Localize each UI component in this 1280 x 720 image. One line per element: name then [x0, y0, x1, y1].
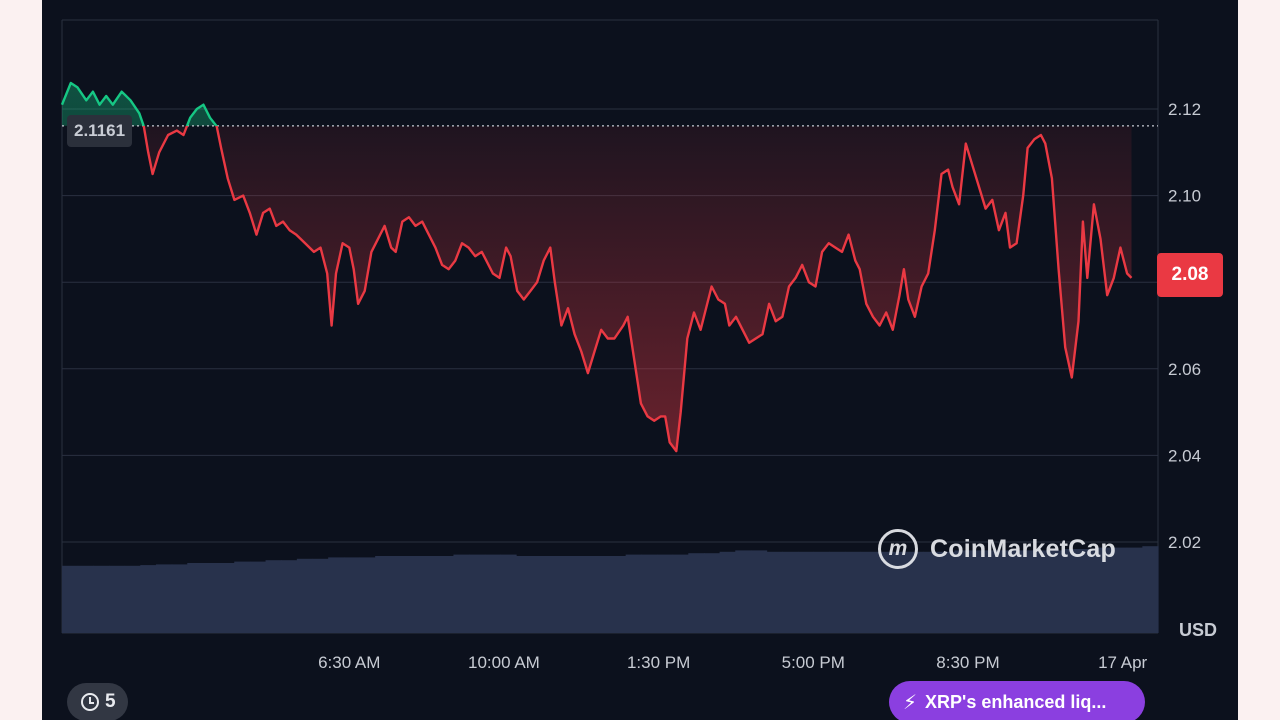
x-tick-label: 17 Apr	[1098, 653, 1147, 672]
news-pill-button[interactable]: ⚡ XRP's enhanced liq...	[889, 681, 1145, 720]
volume-bar	[406, 556, 423, 633]
news-pill-text: XRP's enhanced liq...	[925, 691, 1107, 712]
volume-bar	[703, 553, 721, 633]
volume-bar	[766, 551, 783, 633]
volume-bar	[970, 550, 987, 633]
lightning-bolt-icon: ⚡	[903, 691, 918, 714]
x-tick-label: 10:00 AM	[468, 653, 540, 672]
history-count: 5	[105, 691, 116, 712]
price-area-below	[143, 125, 1132, 452]
volume-bar	[108, 565, 126, 633]
volume-bar	[985, 550, 1003, 633]
coinmarketcap-logo-icon: m	[878, 529, 918, 569]
volume-bar	[93, 565, 110, 633]
volume-bar	[672, 554, 689, 633]
volume-bar	[813, 551, 830, 633]
y-tick-label: 2.12	[1168, 100, 1201, 119]
volume-bar	[1095, 547, 1112, 633]
volume-bar	[1064, 549, 1081, 633]
volume-bar	[249, 561, 267, 633]
price-chart[interactable]: 2.12 2.10 2.08 2.06 2.04 2.02 6:30 AM 10:00 AM 1…	[42, 0, 1238, 720]
volume-bar	[171, 564, 188, 633]
volume-bar	[62, 565, 79, 633]
volume-bar	[907, 551, 924, 633]
volume-bar	[594, 556, 611, 633]
volume-bar	[844, 551, 862, 633]
y-tick-label: 2.10	[1168, 187, 1201, 206]
volume-bar	[954, 550, 971, 633]
volume-bar	[610, 556, 627, 633]
volume-bar	[296, 558, 314, 633]
volume-bar	[359, 557, 376, 633]
history-button[interactable]: 5	[67, 683, 128, 720]
volume-bar	[750, 550, 768, 633]
volume-bar	[422, 556, 439, 633]
volume-bar	[641, 554, 658, 633]
volume-bar	[187, 563, 204, 633]
volume-bar	[656, 554, 674, 633]
volume-bar	[1048, 550, 1065, 633]
volume-bar	[1079, 549, 1096, 633]
volume-bar	[876, 551, 893, 633]
volume-bar	[469, 554, 486, 633]
volume-bar	[719, 551, 736, 633]
x-tick-label: 5:00 PM	[782, 653, 845, 672]
volume-bar	[797, 551, 815, 633]
volume-bar	[140, 565, 157, 633]
volume-bar	[782, 551, 799, 633]
x-tick-label: 6:30 AM	[318, 653, 380, 672]
volume-bar	[516, 556, 533, 633]
price-line-down	[142, 125, 1133, 453]
x-tick-label: 8:30 PM	[936, 653, 999, 672]
volume-bar	[531, 556, 548, 633]
volume-bar	[1032, 550, 1049, 633]
volume-bar	[124, 565, 141, 633]
x-tick-label: 1:30 PM	[627, 653, 690, 672]
volume-bar	[500, 554, 517, 633]
volume-bar	[829, 551, 846, 633]
volume-bar	[484, 554, 501, 633]
volume-bar	[343, 557, 361, 633]
volume-bar	[265, 560, 282, 633]
watermark-text: CoinMarketCap	[930, 534, 1116, 563]
volume-bar	[1111, 547, 1128, 633]
volume-bar	[328, 557, 345, 633]
history-clock-icon	[81, 693, 99, 711]
y-tick-label: 2.06	[1168, 360, 1201, 379]
currency-unit-label: USD	[1179, 620, 1217, 640]
y-tick-label: 2.02	[1168, 533, 1201, 552]
volume-bar	[155, 564, 173, 633]
volume-bar	[202, 563, 220, 633]
coinmarketcap-watermark: m CoinMarketCap	[878, 525, 1116, 573]
volume-bar	[453, 554, 470, 633]
volume-bar	[234, 561, 251, 633]
volume-bar	[688, 553, 705, 633]
volume-bar	[547, 556, 564, 633]
volume-bar	[578, 556, 595, 633]
volume-bar	[923, 551, 940, 633]
volume-bar	[218, 563, 235, 633]
volume-bar	[77, 565, 94, 633]
volume-bar	[1142, 546, 1159, 633]
volume-bar	[375, 556, 392, 633]
volume-bar	[281, 560, 298, 633]
volume-bar	[860, 551, 877, 633]
volume-bar	[625, 554, 642, 633]
price-chart-panel: 2.12 2.10 2.08 2.06 2.04 2.02 6:30 AM 10:00 AM 1…	[42, 0, 1238, 720]
volume-bar	[1126, 547, 1143, 633]
volume-bar	[563, 556, 580, 633]
volume-bar	[390, 556, 408, 633]
volume-bar	[735, 550, 752, 633]
y-tick-label: 2.04	[1168, 446, 1201, 465]
volume-bar	[1017, 550, 1034, 633]
volume-bar	[312, 558, 329, 633]
volume-bar	[938, 551, 956, 633]
volume-bar	[891, 551, 909, 633]
current-price-badge: 2.08	[1157, 253, 1223, 297]
volume-bar	[437, 556, 455, 633]
open-price-badge: 2.1161	[67, 115, 133, 147]
volume-bar	[1001, 550, 1018, 633]
